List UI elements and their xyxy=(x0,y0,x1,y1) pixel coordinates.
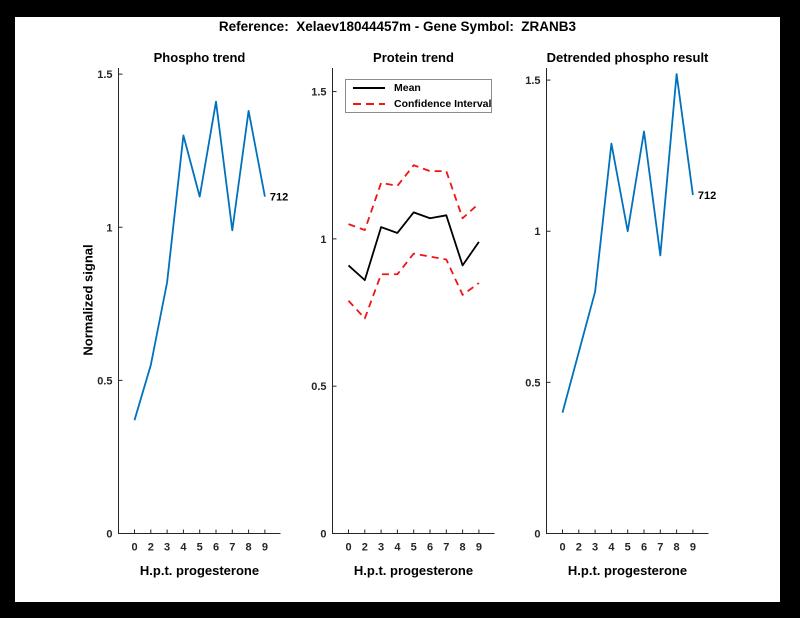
mean-line-sample xyxy=(353,87,385,90)
phospho-signal-line xyxy=(133,100,266,421)
y-tick-label: 1 xyxy=(106,222,112,234)
x-tick-label: 8 xyxy=(246,542,252,554)
y-tick-label: 0.5 xyxy=(525,377,540,389)
x-tick-label: 5 xyxy=(411,542,417,554)
legend-item-confidence-interval: Confidence Interval xyxy=(346,96,491,111)
y-tick-label: 0.5 xyxy=(311,381,326,393)
legend-item-mean: Mean xyxy=(346,81,491,96)
x-tick-label: 8 xyxy=(674,542,680,554)
x-tick-label: 0 xyxy=(559,542,565,554)
subplot-2: 00.511.50 2 3 4 5 6 7 8 9 xyxy=(311,68,495,554)
y-tick-label: 0 xyxy=(106,529,112,541)
end-label: 712 xyxy=(698,190,716,202)
x-tick-label: 5 xyxy=(625,542,631,554)
x-tick-label: 9 xyxy=(690,542,696,554)
y-tick-label: 0.5 xyxy=(97,375,112,387)
axis-lines xyxy=(546,68,709,534)
subplot-title-phospho-trend: Phospho trend xyxy=(153,50,246,65)
x-tick-label: 2 xyxy=(362,542,368,554)
mean-line xyxy=(347,211,480,282)
detrended-phospho-signal-line xyxy=(561,73,694,413)
confidence-interval-lower--line xyxy=(347,252,480,320)
x-tick-label: 2 xyxy=(148,542,154,554)
x-axis-label-2: H.p.t. progesterone xyxy=(353,563,474,578)
x-tick-label: 8 xyxy=(460,542,466,554)
x-tick-label: 4 xyxy=(394,542,401,554)
end-label: 712 xyxy=(270,192,288,204)
figure-title: Reference: Xelaev18044457m - Gene Symbol… xyxy=(218,19,577,34)
subplot-title-detrended-phospho: Detrended phospho result xyxy=(546,50,709,65)
y-tick-label: 1 xyxy=(320,234,326,246)
legend-label-mean: Mean xyxy=(394,82,421,95)
figure-canvas: Reference: Xelaev18044457m - Gene Symbol… xyxy=(15,17,780,602)
confidence-interval-line-sample xyxy=(353,102,385,105)
x-tick-label: 4 xyxy=(608,542,615,554)
axis-lines xyxy=(332,68,495,534)
x-tick-label: 2 xyxy=(576,542,582,554)
x-tick-label: 0 xyxy=(131,542,137,554)
x-tick-label: 3 xyxy=(592,542,598,554)
x-tick-label: 0 xyxy=(345,542,351,554)
x-tick-label: 6 xyxy=(213,542,219,554)
x-tick-label: 3 xyxy=(164,542,170,554)
x-tick-label: 5 xyxy=(197,542,203,554)
x-tick-label: 6 xyxy=(641,542,647,554)
x-tick-label: 3 xyxy=(378,542,384,554)
x-tick-label: 6 xyxy=(427,542,433,554)
axis-lines xyxy=(118,68,281,534)
y-tick-label: 0 xyxy=(320,529,326,541)
subplot-title-protein-trend: Protein trend xyxy=(373,50,454,65)
confidence-interval-upper--line xyxy=(348,164,480,231)
x-tick-label: 7 xyxy=(657,542,663,554)
legend-label-confidence-interval: Confidence Interval xyxy=(394,97,492,110)
y-tick-label: 1.5 xyxy=(525,75,540,87)
x-tick-label: 9 xyxy=(476,542,482,554)
y-tick-label: 1 xyxy=(534,226,540,238)
x-tick-label: 7 xyxy=(229,542,235,554)
x-tick-label: 7 xyxy=(443,542,449,554)
x-tick-label: 9 xyxy=(262,542,268,554)
y-tick-label: 1.5 xyxy=(311,87,326,99)
x-axis-label-1: H.p.t. progesterone xyxy=(139,563,260,578)
legend: Mean Confidence Interval xyxy=(345,79,492,113)
x-axis-label-3: H.p.t. progesterone xyxy=(567,563,688,578)
y-tick-label: 0 xyxy=(534,529,540,541)
x-tick-label: 4 xyxy=(180,542,187,554)
y-tick-label: 1.5 xyxy=(97,69,112,81)
